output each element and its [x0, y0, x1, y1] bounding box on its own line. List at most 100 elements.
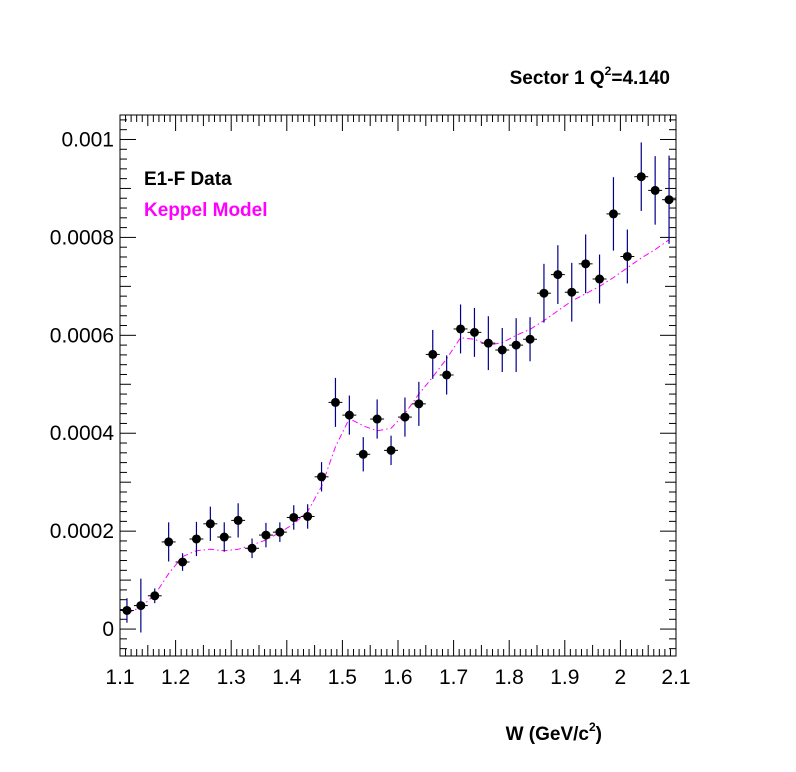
x-axis-tick-labels: 1.1 1.2 1.3 1.4 1.5 1.6 1.7 1.8 1.9 2 2.1: [105, 666, 690, 689]
data-marker: [567, 287, 577, 297]
data-point: [272, 522, 287, 542]
y-axis-tick-labels: 0 0.0002 0.0004 0.0006 0.0008 0.001: [50, 128, 115, 641]
data-point: [398, 397, 412, 437]
data-marker: [330, 397, 340, 407]
data-point: [592, 254, 607, 304]
data-point: [231, 503, 246, 538]
data-point: [245, 538, 259, 559]
data-point: [606, 177, 621, 251]
data-point: [133, 578, 148, 633]
data-point: [175, 553, 190, 571]
data-marker: [164, 537, 174, 547]
data-marker: [358, 449, 368, 459]
data-point: [411, 381, 426, 426]
y-tick-label: 0.0006: [50, 324, 114, 347]
data-point: [120, 598, 134, 623]
data-marker: [553, 270, 563, 280]
data-marker: [622, 251, 632, 261]
data-point: [300, 504, 315, 529]
y-tick-label: 0.0004: [50, 422, 115, 445]
data-point: [495, 327, 510, 373]
data-point: [328, 377, 343, 427]
data-point: [620, 229, 635, 284]
data-point: [147, 588, 162, 604]
x-tick-label: 1.3: [217, 666, 246, 689]
data-point: [259, 522, 273, 548]
data-marker: [150, 591, 160, 601]
x-tick-label: 1.7: [439, 666, 468, 689]
data-marker: [275, 527, 285, 537]
data-marker: [469, 327, 479, 337]
data-point: [550, 245, 565, 304]
chart-title: Sector 1 Q2=4.140: [510, 64, 670, 89]
data-point: [509, 318, 524, 373]
data-point: [217, 522, 232, 552]
data-marker: [539, 288, 549, 298]
data-point: [648, 156, 663, 225]
data-marker: [664, 195, 674, 205]
data-point: [384, 435, 398, 466]
data-marker: [511, 340, 521, 350]
data-marker: [414, 399, 424, 409]
model-curve-layer: [126, 239, 670, 614]
data-point: [161, 522, 176, 562]
y-tick-label: 0.0002: [50, 520, 114, 543]
data-point: [578, 234, 593, 294]
data-point: [467, 307, 482, 357]
data-point: [203, 506, 218, 541]
data-point: [439, 355, 454, 395]
data-marker: [483, 338, 493, 348]
data-marker: [178, 557, 188, 567]
data-point: [564, 262, 579, 322]
data-marker: [344, 410, 354, 420]
data-point: [425, 329, 440, 379]
x-tick-label: 1.6: [383, 666, 412, 689]
data-marker: [497, 345, 507, 355]
data-point: [342, 395, 357, 435]
y-tick-label: 0.001: [61, 128, 114, 151]
x-tick-label: 1.2: [161, 666, 190, 689]
data-point: [356, 437, 371, 472]
x-tick-label: 1.1: [105, 666, 134, 689]
x-tick-label: 1.9: [550, 666, 579, 689]
data-marker: [636, 172, 646, 182]
data-marker: [608, 209, 618, 219]
x-tick-label: 2: [615, 666, 627, 689]
data-marker: [456, 324, 466, 334]
data-marker: [219, 532, 229, 542]
data-point: [370, 399, 385, 439]
data-point: [286, 505, 301, 530]
data-marker: [303, 511, 313, 521]
y-axis-ticks: [120, 119, 676, 650]
data-marker: [386, 445, 396, 455]
data-marker: [205, 519, 215, 529]
y-tick-label: 0: [102, 618, 114, 641]
x-tick-label: 1.5: [328, 666, 357, 689]
data-point: [537, 263, 551, 323]
data-marker: [428, 349, 438, 359]
data-marker: [442, 370, 452, 380]
legend-entry-data: E1-F Data: [144, 169, 232, 190]
data-point: [453, 304, 468, 354]
data-point: [523, 317, 537, 362]
data-marker: [122, 605, 132, 615]
data-marker: [372, 414, 382, 424]
data-marker: [525, 334, 535, 344]
data-marker: [191, 534, 201, 544]
x-tick-label: 1.8: [495, 666, 524, 689]
data-point: [481, 316, 496, 371]
data-marker: [136, 601, 146, 611]
x-axis-ticks: [119, 115, 677, 656]
data-marker: [400, 412, 410, 422]
x-tick-label: 2.1: [661, 666, 690, 689]
data-marker: [247, 543, 257, 553]
data-marker: [595, 274, 605, 284]
data-point: [634, 142, 649, 211]
data-marker: [233, 515, 243, 525]
data-marker: [289, 512, 299, 522]
data-points-layer: [120, 142, 676, 633]
keppel-model-curve: [126, 239, 670, 614]
data-marker: [317, 472, 327, 482]
data-point: [189, 521, 204, 557]
